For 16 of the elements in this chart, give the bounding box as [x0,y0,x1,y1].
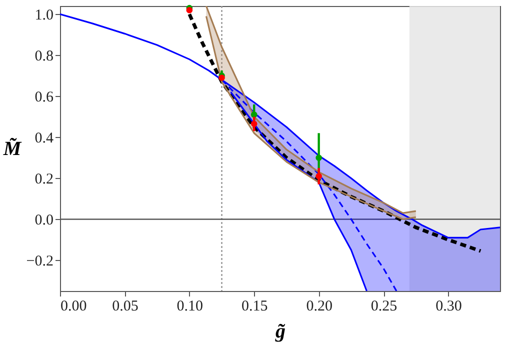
y-tick-label: 1.0 [34,8,54,24]
x-tick-label: 0.25 [370,298,398,314]
x-tick-label: 0.05 [112,298,138,314]
x-tick-label: 0.20 [306,298,332,314]
x-tick-label: 0.15 [241,298,268,314]
y-tick-label: −0.2 [26,254,54,270]
y-tick-label: 0.0 [34,212,54,229]
x-tick-label: 0.30 [436,298,462,314]
x-tick-label: 0.10 [176,298,204,314]
y-tick-label: 0.8 [34,48,54,65]
x-axis-title: g̃ [274,320,286,342]
x-tick-label: 0.00 [60,298,87,314]
y-tick-label: 0.2 [34,172,54,188]
y-tick-label: 0.6 [34,90,54,106]
y-axis-title: M̃ [2,137,22,160]
y-tick-label: 0.4 [34,130,54,147]
